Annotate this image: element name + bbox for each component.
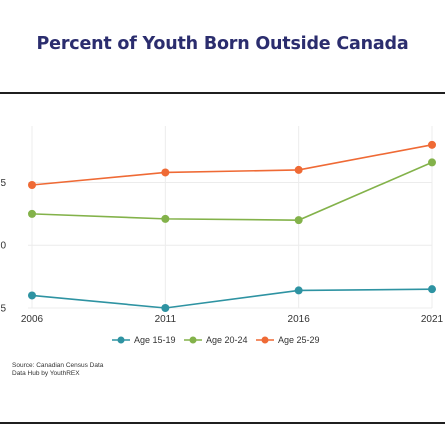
credit-line: Data Hub by YouthREX: [12, 370, 80, 377]
data-point: [294, 165, 303, 174]
source-note: Source: Canadian Census Data Data Hub by…: [12, 362, 103, 378]
axes: 5 0 5 2006 2011 2016 2021: [0, 178, 443, 325]
data-point: [294, 216, 303, 225]
series-line: [31, 161, 433, 221]
legend-label: Age 15-19: [134, 335, 176, 345]
data-point: [428, 285, 436, 294]
data-point: [428, 158, 436, 167]
series-lines: [28, 140, 436, 312]
data-point: [28, 180, 36, 189]
bottom-divider: [0, 422, 445, 424]
legend-label: Age 25-29: [278, 335, 320, 345]
chart-title: Percent of Youth Born Outside Canada: [36, 34, 409, 54]
legend-label: Age 20-24: [206, 335, 248, 345]
x-tick-label: 2006: [21, 314, 44, 325]
x-tick-label: 2021: [421, 314, 444, 325]
gridlines: [28, 126, 433, 309]
data-point: [161, 214, 170, 223]
y-tick-label: 5: [0, 178, 6, 189]
legend: Age 15-19 Age 20-24 Age 25-29: [112, 335, 320, 345]
y-tick-label: 0: [0, 241, 6, 252]
data-point: [294, 286, 303, 295]
data-point: [28, 209, 36, 218]
series-line: [31, 144, 433, 186]
data-point: [428, 140, 436, 149]
series-line: [31, 288, 433, 309]
legend-marker: [261, 336, 269, 344]
y-tick-label: 5: [0, 304, 6, 315]
legend-marker: [117, 336, 125, 344]
source-line: Source: Canadian Census Data: [12, 362, 104, 369]
x-tick-label: 2016: [288, 314, 311, 325]
data-point: [161, 304, 170, 312]
legend-marker: [189, 336, 197, 344]
data-point: [28, 291, 36, 300]
top-divider: [0, 92, 445, 94]
data-point: [161, 168, 170, 177]
x-tick-label: 2011: [155, 314, 177, 325]
